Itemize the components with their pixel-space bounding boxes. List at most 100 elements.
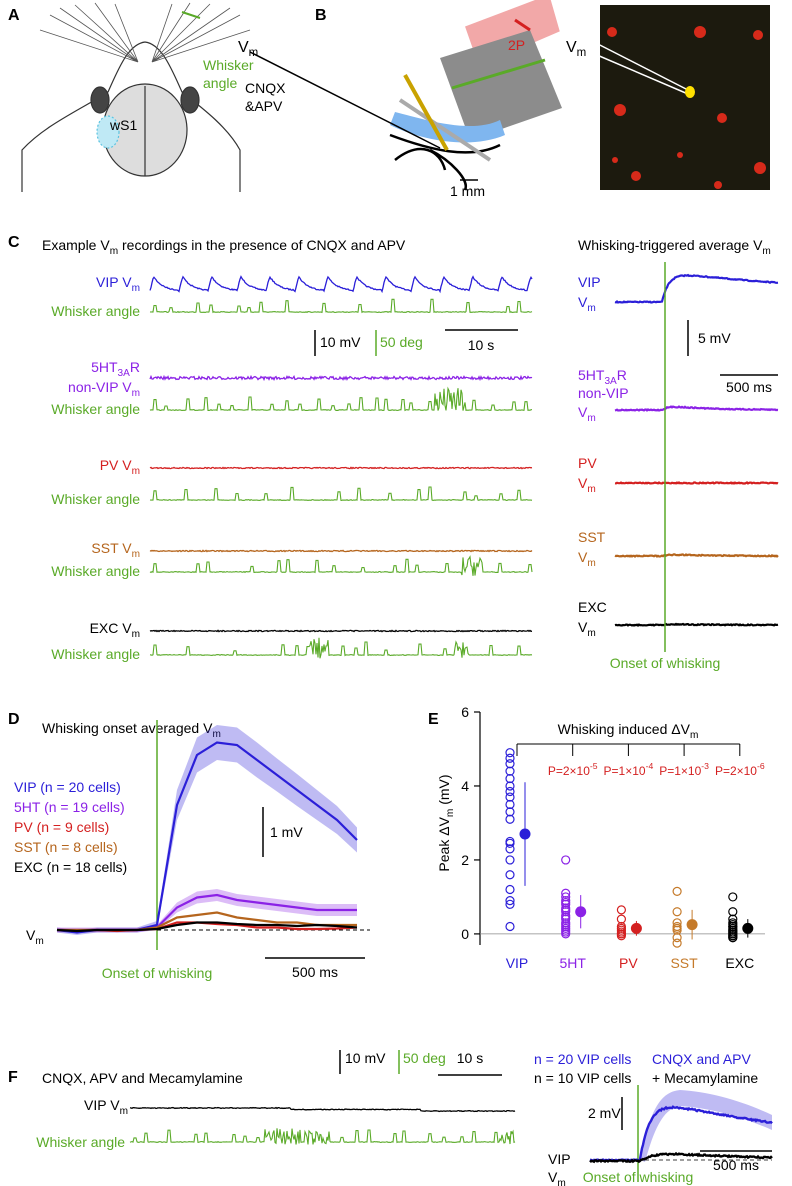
label: Vm <box>548 1169 566 1186</box>
label: Vm <box>578 294 596 314</box>
label: Vm <box>566 39 586 59</box>
subscript: m <box>587 303 595 314</box>
text-part: VIP V <box>84 1097 120 1113</box>
data-point <box>561 899 571 909</box>
x-tick-label: EXC <box>725 955 754 971</box>
text-part: (mV) <box>436 774 452 808</box>
whisker-trace <box>149 298 533 314</box>
data-point <box>505 799 515 810</box>
vm-trace <box>149 466 533 470</box>
label: 50 deg <box>403 1050 446 1066</box>
data-point <box>672 886 682 896</box>
data-point <box>672 907 682 917</box>
whiskers <box>39 2 251 63</box>
label: non-VIP Vm <box>68 379 140 399</box>
panel-letter: E <box>428 711 439 728</box>
label: 1 mm <box>450 183 485 199</box>
data-point <box>505 786 515 797</box>
label: 10 mV <box>320 334 361 350</box>
text-part: Whisking induced ΔV <box>558 721 691 737</box>
y-tick-label: 6 <box>461 704 469 720</box>
y-tick-label: 0 <box>461 926 469 942</box>
data-point <box>505 753 515 763</box>
whisker-trace <box>129 1128 516 1145</box>
patched-cell <box>685 86 695 98</box>
label: Vm <box>578 475 596 495</box>
text-part: V <box>578 404 588 420</box>
legend-entry: n = 20 VIP cells <box>534 1051 631 1067</box>
subscript: m <box>120 1106 128 1117</box>
label: Whisker angle <box>51 646 140 662</box>
data-point <box>561 888 571 898</box>
text-part: P=2×10 <box>715 764 757 778</box>
whisker-trace <box>149 637 533 659</box>
micrograph <box>600 5 770 190</box>
vm-trace <box>129 1106 516 1113</box>
label: CNQX <box>245 80 286 96</box>
subscript: m <box>587 628 595 639</box>
panel-letter: D <box>8 711 20 728</box>
label: Whisker <box>203 57 254 73</box>
data-point <box>616 914 627 924</box>
data-point <box>505 773 515 784</box>
data-point <box>672 938 682 948</box>
text-part: P=2×10 <box>548 764 590 778</box>
label: SST <box>578 529 606 545</box>
mean-point <box>575 906 587 918</box>
label: VIP Vm <box>84 1097 128 1117</box>
average-trace <box>614 273 779 304</box>
cells <box>607 26 766 189</box>
text-part: R <box>130 359 140 375</box>
text-part: V <box>578 294 588 310</box>
subscript: 3A <box>118 368 131 379</box>
average-trace <box>589 1151 773 1164</box>
text-part: VIP <box>548 1151 571 1167</box>
data-point <box>505 759 515 769</box>
legend-entry: + Mecamylamine <box>652 1070 758 1086</box>
label: Vm <box>578 619 596 639</box>
label: PV <box>578 455 597 471</box>
subscript: m <box>445 809 456 817</box>
panel-letter: A <box>8 7 20 24</box>
pipette-image <box>589 39 689 95</box>
y-tick-label: 4 <box>461 778 469 794</box>
average-trace <box>614 553 779 558</box>
panel-letter: C <box>8 234 20 251</box>
subscript: m <box>249 47 259 59</box>
text-part: EXC <box>578 599 607 615</box>
label: 500 ms <box>713 1157 759 1173</box>
label: &APV <box>245 98 283 114</box>
data-point <box>505 855 515 865</box>
text-part: SST <box>578 529 606 545</box>
label: 50 deg <box>380 334 423 350</box>
p-value: P=2×10-5 <box>548 761 598 778</box>
p-value: P=1×10-3 <box>659 761 709 778</box>
data-point <box>505 896 515 906</box>
average-trace <box>614 622 779 627</box>
label: EXC Vm <box>90 620 140 640</box>
objective-ring <box>451 58 546 90</box>
panel-letter: B <box>315 7 327 24</box>
mean-point <box>519 828 531 840</box>
text-part: V <box>578 475 588 491</box>
text-part: recordings in the presence of CNQX and A… <box>118 237 406 253</box>
data-point <box>561 892 571 902</box>
text-part: V <box>566 39 577 56</box>
data-point <box>561 907 571 917</box>
text-part: Whisking onset averaged V <box>42 720 213 736</box>
data-point <box>505 838 515 848</box>
label: 2P <box>508 37 525 53</box>
text-part: EXC V <box>90 620 133 636</box>
label: 10 s <box>468 337 494 353</box>
label: 5 mV <box>698 330 731 346</box>
whisker-trace <box>149 555 533 576</box>
text-part: VIP V <box>96 274 132 290</box>
data-point <box>505 792 515 802</box>
subscript: m <box>762 246 770 257</box>
text-part: Example V <box>42 237 110 253</box>
data-point <box>561 855 571 865</box>
text-part: non-VIP <box>578 385 629 401</box>
label: non-VIP <box>578 385 629 401</box>
pipette <box>403 74 449 151</box>
data-point <box>505 884 515 895</box>
